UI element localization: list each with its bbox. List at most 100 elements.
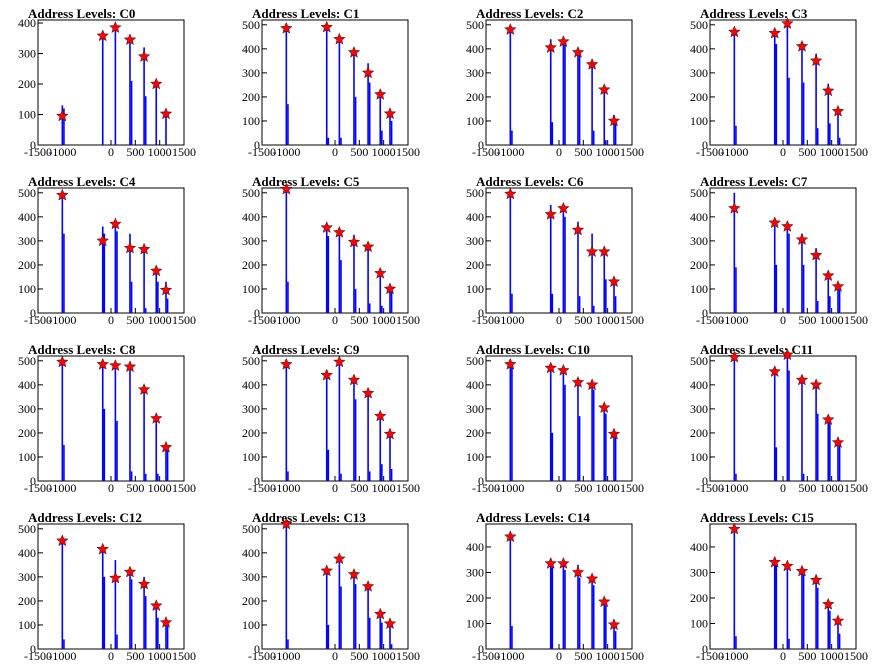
x-tick-label: 1500 [172,481,196,495]
marker-star-1 [320,221,333,233]
marker-star-5 [598,83,611,96]
y-tick-label: 100 [242,282,260,296]
y-tick-label: 100 [242,114,260,128]
x-tick-label: 1000 [148,481,172,495]
marker-star-2 [557,35,570,47]
x-tick-label: 1000 [148,145,172,159]
x-tick-label: 1000 [372,649,396,663]
marker-star-5 [150,411,163,424]
marker-star-3 [347,45,361,58]
chart-panel-c8: Address Levels: C8 0 100 200 300 400 500 -1500-… [18,342,196,495]
y-tick-label: 300 [242,234,260,248]
marker-star-0 [504,357,517,370]
x-tick-label: -1500 [472,481,500,495]
plot-frame [261,187,409,314]
marker-star-5 [374,607,387,620]
marker-star-5 [822,269,835,282]
plot-frame [37,19,185,146]
marker-star-1 [768,555,781,568]
y-tick-label: 100 [18,108,36,122]
plot-frame [485,523,633,650]
marker-star-5 [598,401,611,413]
x-tick-label: -1000 [272,481,300,495]
marker-star-0 [728,25,741,38]
marker-star-3 [347,373,361,386]
y-tick-label: 500 [242,186,260,200]
y-tick-label: 400 [690,210,708,224]
x-tick-label: 1500 [396,313,420,327]
x-tick-label: 1000 [820,145,844,159]
x-tick-label: -1000 [720,313,748,327]
y-tick-label: 400 [466,540,484,554]
y-tick-label: 100 [690,450,708,464]
y-tick-label: 300 [690,565,708,579]
x-tick-label: 1500 [620,649,644,663]
y-tick-label: 400 [466,210,484,224]
x-tick-label: 1000 [820,313,844,327]
x-tick-label: -1500 [24,313,52,327]
y-tick-label: 400 [18,546,36,560]
marker-star-6 [607,114,621,127]
x-tick-label: 500 [798,481,816,495]
marker-star-4 [585,245,599,258]
marker-star-4 [585,572,599,585]
x-tick-label: -1500 [24,649,52,663]
marker-star-1 [96,234,109,247]
x-tick-label: 0 [108,313,114,327]
y-tick-label: 0 [478,306,484,320]
y-tick-label: 100 [242,618,260,632]
y-tick-label: 300 [466,402,484,416]
marker-star-4 [361,386,375,399]
marker-star-4 [361,240,375,253]
marker-star-1 [96,29,109,42]
y-tick-label: 100 [18,282,36,296]
x-tick-label: 0 [556,313,562,327]
marker-star-6 [607,618,621,631]
marker-star-2 [333,552,346,565]
y-tick-label: 500 [466,354,484,368]
chart-title: Address Levels: C5 [252,174,360,189]
chart-title: Address Levels: C15 [700,510,814,525]
marker-star-0 [280,517,293,530]
y-tick-label: 400 [242,378,260,392]
x-tick-label: -1500 [248,481,276,495]
y-tick-label: 200 [690,426,708,440]
x-tick-label: -1000 [496,649,524,663]
y-tick-label: 500 [242,522,260,536]
x-tick-label: 0 [556,481,562,495]
y-tick-label: 100 [18,450,36,464]
chart-panel-c11: Address Levels: C11 0 100 200 300 400 500 -1500… [690,342,868,495]
x-tick-label: -1000 [496,313,524,327]
x-tick-label: -1000 [720,649,748,663]
x-tick-label: 500 [126,313,144,327]
marker-star-1 [768,26,781,39]
y-tick-label: 300 [242,66,260,80]
marker-star-5 [374,87,387,100]
chart-title: Address Levels: C13 [252,510,366,525]
marker-star-1 [544,41,557,53]
marker-star-6 [159,616,173,628]
y-tick-label: 0 [254,138,260,152]
marker-star-1 [768,216,781,229]
x-tick-label: 500 [574,481,592,495]
plot-frame [37,355,185,482]
chart-title: Address Levels: C8 [28,342,136,357]
chart-panel-c9: Address Levels: C9 0 100 200 300 400 500 -1500-… [242,342,420,495]
marker-star-3 [795,373,809,386]
marker-star-6 [159,440,173,453]
y-tick-label: 300 [18,47,36,61]
marker-star-5 [374,266,387,279]
x-tick-label: 1000 [148,649,172,663]
x-tick-label: -1000 [48,313,76,327]
chart-panel-c1: Address Levels: C1 0 100 200 300 400 500 -1500-… [242,6,420,159]
y-tick-label: 300 [242,570,260,584]
y-tick-label: 200 [466,258,484,272]
chart-panel-c12: Address Levels: C12 0 100 200 300 400 500 -1500… [18,510,196,663]
x-tick-label: -1000 [48,145,76,159]
marker-star-0 [504,187,517,200]
chart-panel-c15: Address Levels: C15 0 100 200 300 400 -1500-10… [690,510,868,663]
marker-star-3 [571,45,585,58]
x-tick-label: -1000 [720,481,748,495]
x-tick-label: -1000 [720,145,748,159]
x-tick-label: -1500 [696,313,724,327]
